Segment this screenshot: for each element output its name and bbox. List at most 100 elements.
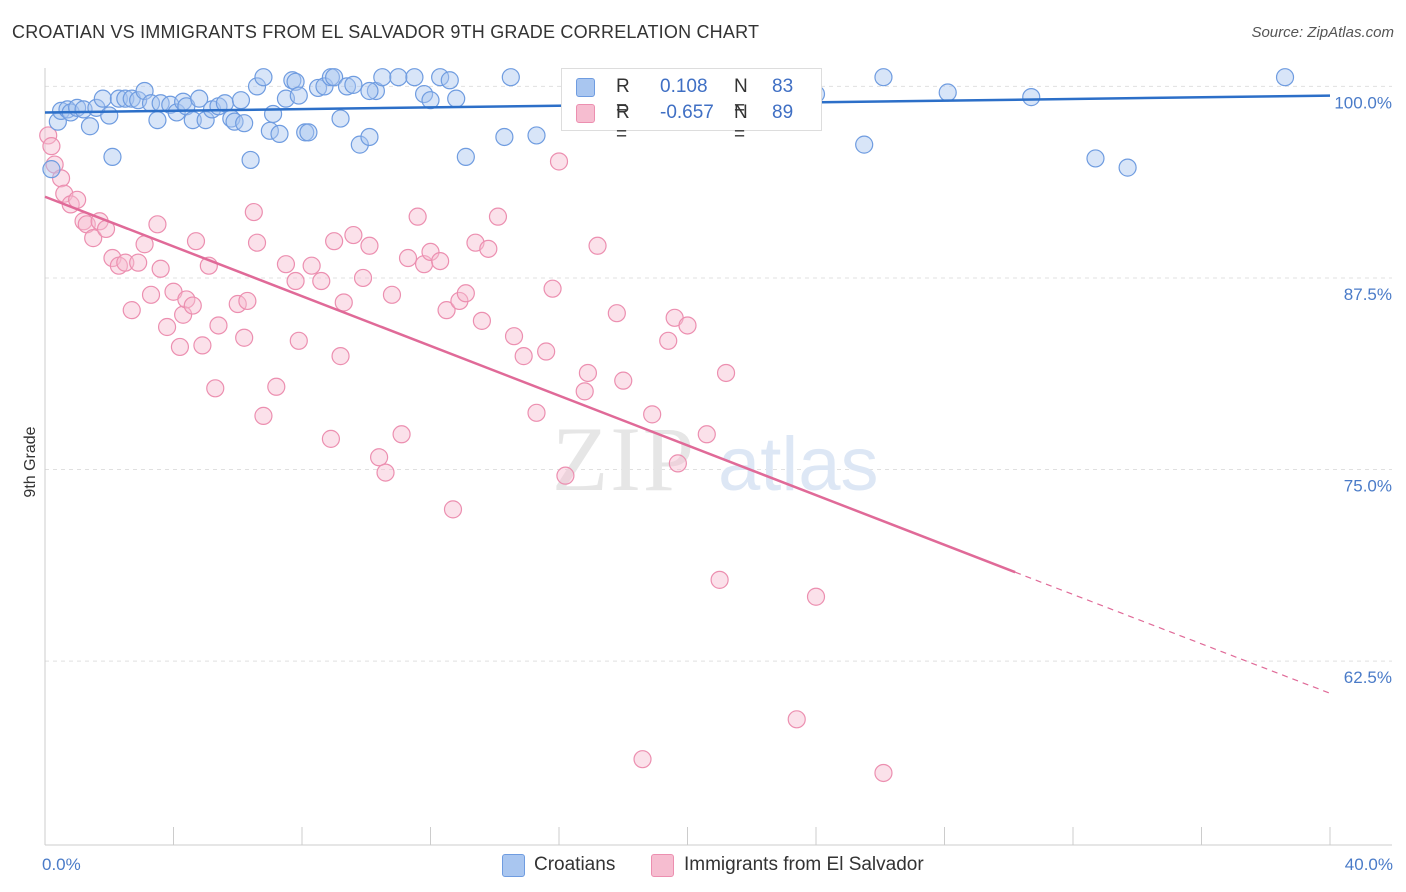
croatian-point (360, 127, 379, 147)
croatian-point (456, 147, 475, 166)
croatian-point (405, 68, 424, 87)
bottom-legend-swatch-el-salvador (651, 854, 674, 877)
croatian-point (421, 91, 440, 110)
bottom-legend-el-salvador: Immigrants from El Salvador (684, 854, 924, 875)
croatian-point (527, 126, 546, 145)
el-salvador-point (157, 317, 177, 337)
croatian-point (440, 71, 459, 90)
el-salvador-point (549, 152, 569, 171)
el-salvador-point (588, 236, 607, 255)
chart-title: CROATIAN VS IMMIGRANTS FROM EL SALVADOR … (12, 22, 760, 42)
el-salvador-point (716, 363, 736, 383)
el-salvador-point (289, 331, 308, 350)
el-salvador-point (787, 710, 806, 729)
legend-r-label: R = (616, 102, 630, 145)
legend-swatch-blue (576, 78, 595, 97)
bottom-legend-croatians: Croatians (534, 854, 616, 875)
el-salvador-point (697, 425, 716, 444)
el-salvador-point (382, 285, 402, 304)
y-tick-label: 100.0% (1334, 93, 1392, 112)
legend: R = 0.108 N = 83 R = -0.657 N = 89 (561, 68, 822, 145)
el-salvador-point (421, 242, 440, 262)
legend-r-label: R = (616, 76, 630, 119)
legend-n-label: N = (734, 102, 748, 145)
el-salvador-point (312, 271, 331, 291)
croatian-point (1086, 149, 1105, 168)
legend-n-value: 89 (772, 102, 794, 123)
el-salvador-point (578, 363, 598, 383)
el-salvador-point (504, 327, 524, 346)
croatian-point (495, 127, 514, 147)
el-salvador-point (321, 429, 341, 448)
croatian-point (938, 83, 957, 102)
croatian-point (196, 111, 215, 130)
el-salvador-point (353, 268, 373, 288)
croatian-point (263, 104, 283, 124)
croatian-point (167, 103, 186, 122)
el-salvador-point (174, 305, 193, 324)
el-salvador-point (678, 316, 697, 335)
el-salvador-point (141, 285, 161, 304)
el-salvador-point (633, 750, 652, 769)
el-salvador-point (408, 207, 427, 226)
croatian-point (350, 135, 369, 154)
croatian-point (1118, 158, 1137, 177)
croatian-point (241, 150, 260, 170)
el-salvador-point (193, 336, 212, 355)
el-salvador-point (39, 126, 58, 145)
croatian-point (235, 114, 254, 133)
croatian-point (308, 78, 328, 98)
tick-labels: 100.0% 87.5% 75.0% 62.5% 0.0% 40.0% (42, 93, 1393, 874)
el-salvador-point (537, 342, 556, 361)
croatian-point (289, 86, 308, 105)
el-salvador-point (267, 377, 286, 396)
el-salvador-point (235, 328, 254, 347)
el-salvador-point (472, 311, 491, 330)
el-salvador-point (129, 253, 148, 272)
el-salvador-point (659, 331, 678, 350)
el-salvador-point (51, 169, 71, 188)
el-salvador-point (302, 256, 321, 275)
el-salvador-point (116, 253, 135, 272)
el-salvador-point (806, 587, 826, 606)
y-axis-title: 9th Grade (22, 426, 39, 497)
el-salvador-point (575, 382, 594, 401)
y-tick-label: 62.5% (1344, 668, 1392, 687)
el-salvador-point (254, 406, 273, 425)
y-tick-label: 87.5% (1344, 285, 1392, 304)
el-salvador-point (122, 301, 141, 320)
croatian-point (93, 89, 112, 108)
el-salvador-point (344, 225, 363, 245)
croatian-point (247, 77, 267, 96)
el-salvador-point (614, 371, 633, 390)
croatian-point (103, 147, 122, 166)
watermark: ZIP atlas (552, 408, 879, 510)
croatian-point (874, 68, 893, 87)
croatian-point (109, 89, 128, 108)
croatian-point (389, 68, 408, 87)
el-salvador-point (244, 202, 263, 222)
el-salvador-point (607, 304, 626, 323)
el-salvador-point (331, 347, 350, 366)
legend-r-value: -0.657 (660, 102, 714, 123)
croatian-point (100, 106, 119, 125)
croatian-point (190, 89, 209, 108)
el-salvador-trend-extension (1014, 571, 1331, 694)
el-salvador-point (84, 229, 103, 248)
croatian-point (148, 111, 167, 130)
croatian-point (447, 89, 466, 108)
el-salvador-point (643, 405, 662, 424)
el-salvador-point (874, 763, 893, 783)
el-salvador-point (148, 215, 167, 234)
el-salvador-point (443, 500, 463, 519)
el-salvador-point (543, 279, 562, 298)
croatian-point (231, 91, 251, 110)
el-salvador-point (238, 291, 257, 311)
el-salvador-point (392, 425, 411, 444)
el-salvador-point (668, 454, 687, 473)
el-salvador-point (183, 296, 202, 315)
el-salvador-point (488, 207, 508, 226)
el-salvador-point (209, 316, 228, 335)
croatian-point (360, 81, 379, 101)
